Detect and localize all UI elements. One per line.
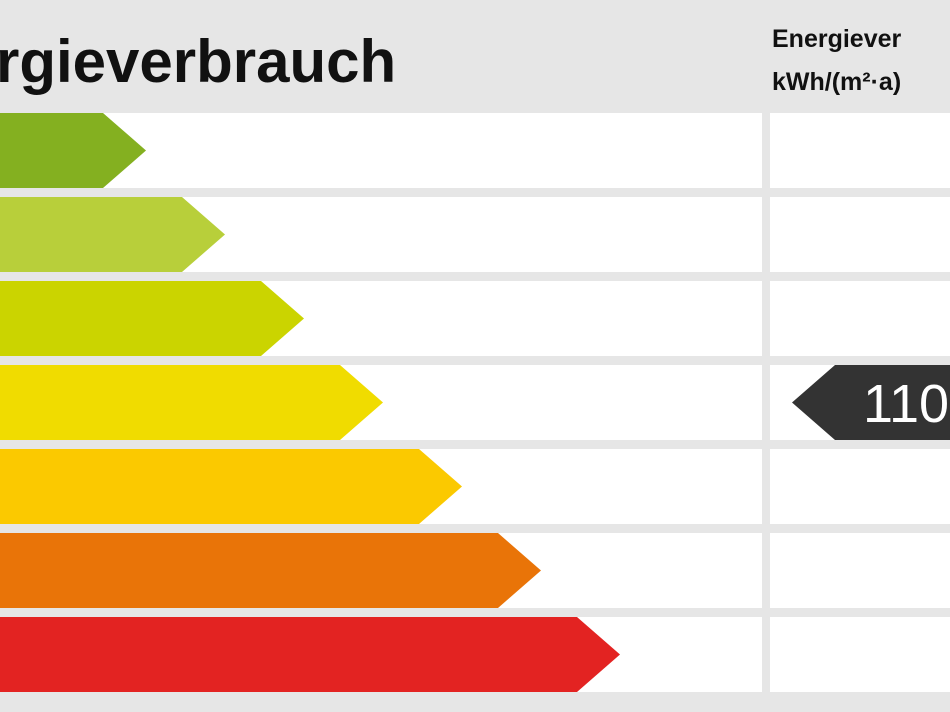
class-arrow xyxy=(0,449,462,524)
class-arrows xyxy=(0,113,620,692)
label-title: rgieverbrauch xyxy=(0,28,396,95)
class-arrow xyxy=(0,365,383,440)
column-unit: kWh/(m²·a) xyxy=(772,68,901,96)
class-arrow xyxy=(0,617,620,692)
row-cell xyxy=(770,197,950,272)
value-marker xyxy=(792,365,950,440)
row-cell xyxy=(770,617,950,692)
row-cell xyxy=(770,449,950,524)
row-cell xyxy=(770,533,950,608)
class-arrow xyxy=(0,113,146,188)
class-arrow xyxy=(0,197,225,272)
row-cell xyxy=(770,113,950,188)
marker-value: 110 xyxy=(863,374,949,434)
row-cell xyxy=(770,281,950,356)
class-arrow xyxy=(0,533,541,608)
column-title: Energiever xyxy=(772,25,902,53)
class-arrow xyxy=(0,281,304,356)
